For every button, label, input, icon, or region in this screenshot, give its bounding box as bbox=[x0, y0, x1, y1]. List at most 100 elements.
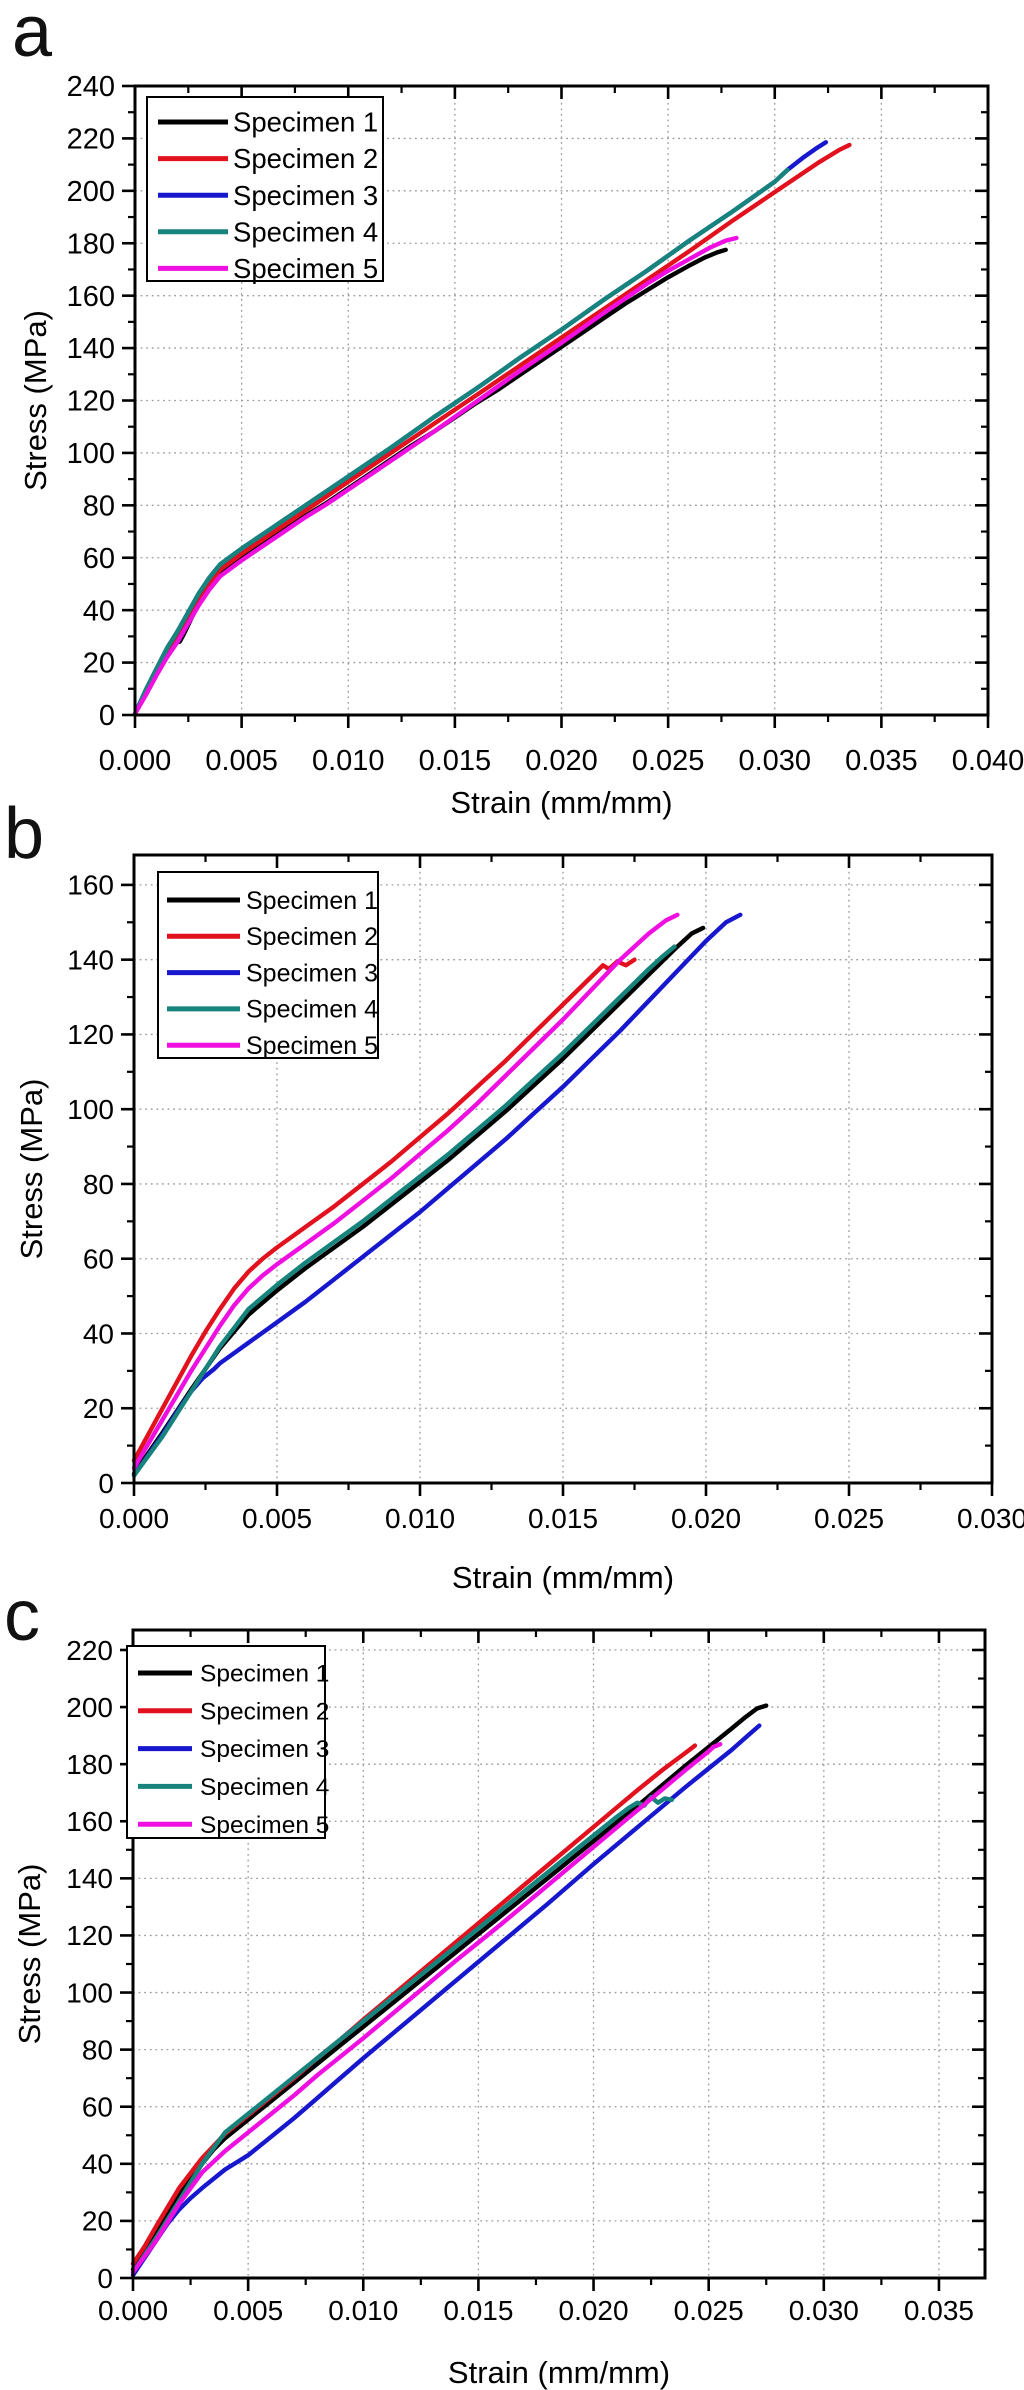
y-tick-label: 100 bbox=[66, 1977, 113, 2008]
legend-box bbox=[126, 1645, 326, 1839]
y-tick-label: 60 bbox=[83, 1244, 114, 1275]
y-tick-label: 220 bbox=[67, 124, 115, 156]
y-tick-label: 200 bbox=[67, 176, 115, 208]
y-tick-label: 160 bbox=[66, 1806, 113, 1837]
series-specimen-2 bbox=[132, 142, 852, 716]
x-tick-label: 0.000 bbox=[99, 745, 172, 777]
y-tick-label: 40 bbox=[82, 2149, 113, 2180]
y-tick-label: 200 bbox=[66, 1692, 113, 1723]
series-specimen-1 bbox=[132, 247, 728, 716]
x-tick-label: 0.025 bbox=[632, 745, 705, 777]
legend-label: Specimen 4 bbox=[200, 1774, 329, 1801]
x-tick-label: 0.000 bbox=[99, 1503, 169, 1534]
chart-b: 0.000 0.005 0.010 0.015 0.020 0.025 0.030 0 20 40… bbox=[14, 853, 1024, 1595]
legend-label: Specimen 2 bbox=[246, 923, 378, 951]
x-tick-label: 0.005 bbox=[205, 745, 278, 777]
y-tick-label: 220 bbox=[66, 1635, 113, 1666]
y-tick-label: 240 bbox=[67, 71, 115, 103]
x-tick-label: 0.010 bbox=[385, 1503, 455, 1534]
y-tick-label: 20 bbox=[83, 648, 115, 680]
legend-label: Specimen 3 bbox=[246, 959, 378, 987]
legend-label: Specimen 2 bbox=[233, 143, 378, 174]
y-tick-label: 160 bbox=[67, 870, 114, 901]
y-tick-label: 120 bbox=[67, 1019, 114, 1050]
y-tick-label: 180 bbox=[67, 228, 115, 260]
legend-label: Specimen 5 bbox=[246, 1032, 378, 1060]
y-tick-label: 20 bbox=[83, 1393, 114, 1424]
y-tick-label: 40 bbox=[83, 595, 115, 627]
chart-a: 0.000 0.005 0.010 0.015 0.020 0.025 0.030 0.035… bbox=[18, 71, 1024, 820]
y-tick-label: 0 bbox=[99, 700, 115, 732]
y-tick-label: 0 bbox=[97, 2263, 113, 2294]
legend-label: Specimen 3 bbox=[200, 1736, 329, 1763]
x-tick-label: 0.030 bbox=[957, 1503, 1024, 1534]
y-tick-label: 0 bbox=[98, 1468, 114, 1499]
y-tick-label: 120 bbox=[67, 386, 115, 418]
x-tick-label: 0.015 bbox=[528, 1503, 598, 1534]
x-axis-title: Strain (mm/mm) bbox=[450, 785, 672, 820]
y-tick-label: 100 bbox=[67, 1094, 114, 1125]
series-specimen-4 bbox=[131, 944, 677, 1478]
legend-label: Specimen 1 bbox=[200, 1661, 329, 1688]
x-tick-label: 0.025 bbox=[674, 2295, 744, 2326]
legend-label: Specimen 3 bbox=[233, 180, 378, 211]
series-specimen-5 bbox=[131, 912, 680, 1471]
y-tick-label: 140 bbox=[66, 1863, 113, 1894]
legend-label: Specimen 4 bbox=[233, 216, 378, 247]
panel-label-b: b bbox=[4, 794, 45, 874]
y-tick-label: 20 bbox=[82, 2206, 113, 2237]
y-axis-title: Stress (MPa) bbox=[12, 1864, 47, 2045]
panel-label-c: c bbox=[4, 1576, 40, 1656]
y-tick-label: 120 bbox=[66, 1920, 113, 1951]
y-tick-label: 80 bbox=[83, 1169, 114, 1200]
legend: Specimen 1 Specimen 2 Specimen 3 Specimen 4… bbox=[146, 96, 384, 284]
y-axis-title: Stress (MPa) bbox=[14, 1079, 49, 1260]
x-tick-label: 0.030 bbox=[738, 745, 811, 777]
legend-label: Specimen 5 bbox=[200, 1812, 329, 1839]
y-tick-label: 80 bbox=[82, 2034, 113, 2065]
legend-box bbox=[157, 871, 379, 1059]
x-tick-label: 0.015 bbox=[419, 745, 492, 777]
y-axis-title: Stress (MPa) bbox=[18, 310, 53, 491]
x-tick-label: 0.020 bbox=[559, 2295, 629, 2326]
x-tick-label: 0.030 bbox=[789, 2295, 859, 2326]
series-specimen-5 bbox=[130, 1741, 723, 2275]
legend-label: Specimen 1 bbox=[246, 887, 378, 915]
legend-label: Specimen 4 bbox=[246, 996, 378, 1024]
x-tick-label: 0.035 bbox=[845, 745, 918, 777]
x-tick-label: 0.035 bbox=[904, 2295, 974, 2326]
y-tick-label: 160 bbox=[67, 281, 115, 313]
y-tick-label: 60 bbox=[83, 543, 115, 575]
legend-box bbox=[146, 96, 384, 282]
chart-c: 0.000 0.005 0.010 0.015 0.020 0.025 0.030 0.035… bbox=[12, 1628, 987, 2390]
x-tick-label: 0.000 bbox=[98, 2295, 168, 2326]
legend-label: Specimen 2 bbox=[200, 1698, 329, 1725]
y-tick-label: 100 bbox=[67, 438, 115, 470]
y-tick-label: 140 bbox=[67, 944, 114, 975]
legend-label: Specimen 1 bbox=[233, 107, 378, 138]
series-specimen-4 bbox=[132, 167, 790, 716]
x-tick-label: 0.010 bbox=[328, 2295, 398, 2326]
x-tick-label: 0.005 bbox=[242, 1503, 312, 1534]
x-tick-label: 0.040 bbox=[952, 745, 1024, 777]
y-tick-label: 180 bbox=[66, 1749, 113, 1780]
series-specimen-2 bbox=[131, 957, 637, 1463]
y-tick-label: 140 bbox=[67, 333, 115, 365]
x-axis-title: Strain (mm/mm) bbox=[452, 1560, 674, 1595]
plot-frame bbox=[131, 1628, 987, 2280]
x-tick-label: 0.005 bbox=[213, 2295, 283, 2326]
x-tick-label: 0.020 bbox=[525, 745, 598, 777]
legend: Specimen 1 Specimen 2 Specimen 3 Specimen 4… bbox=[126, 1645, 329, 1839]
legend-label: Specimen 5 bbox=[233, 253, 378, 284]
x-tick-label: 0.015 bbox=[443, 2295, 513, 2326]
legend: Specimen 1 Specimen 2 Specimen 3 Specimen 4… bbox=[157, 871, 379, 1060]
x-tick-label: 0.020 bbox=[671, 1503, 741, 1534]
y-tick-label: 60 bbox=[82, 2092, 113, 2123]
x-axis-title: Strain (mm/mm) bbox=[448, 2355, 670, 2390]
y-tick-label: 40 bbox=[83, 1318, 114, 1349]
series-specimen-3 bbox=[130, 1723, 762, 2278]
y-tick-label: 80 bbox=[83, 490, 115, 522]
x-tick-label: 0.010 bbox=[312, 745, 385, 777]
